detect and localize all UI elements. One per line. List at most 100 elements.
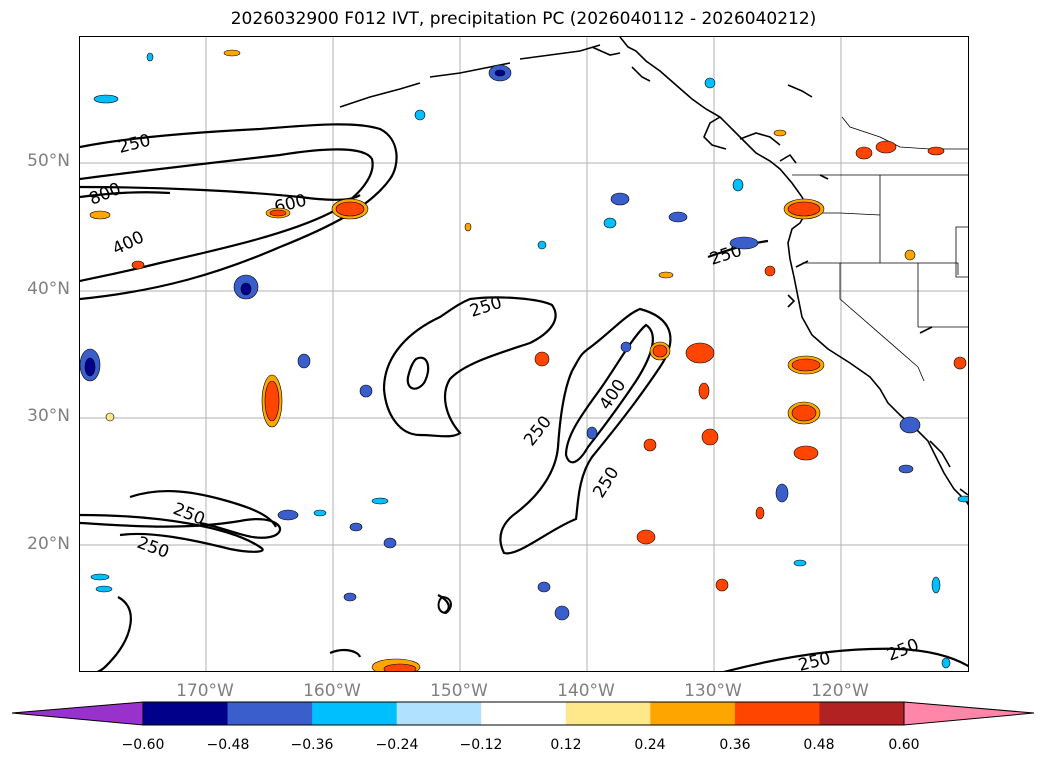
ivt-250-southwest-lower — [80, 513, 264, 553]
precip-blob-neg — [775, 483, 789, 503]
colorbar-tick: 0.36 — [719, 737, 751, 753]
precip-blob-neg — [620, 341, 632, 353]
ivt-250-southwest — [80, 489, 281, 539]
precip-blob-pos — [131, 260, 145, 270]
precip-blob-neg — [537, 240, 547, 250]
precip-blob-pos — [636, 529, 656, 545]
colorbar-extend-max — [904, 702, 1034, 725]
precip-blob-pos — [685, 342, 715, 364]
precip-blob-neg — [898, 464, 914, 474]
colorbar-tick: 0.48 — [803, 737, 835, 753]
precip-blob-pos — [658, 271, 674, 279]
contour-label: 400 — [596, 376, 631, 414]
contour-label: 250 — [796, 649, 832, 672]
precip-blob-neg — [371, 497, 389, 505]
ivt-250-loop-small — [406, 356, 430, 390]
precip-blob-neg — [610, 192, 630, 206]
precip-blob-neg — [95, 585, 113, 593]
ivt-250-stray-a — [96, 596, 132, 671]
colorbar-extend-min — [12, 702, 143, 725]
precip-blob-neg — [603, 217, 617, 229]
map-canvas: 250 800 400 600 250 250 250 400 250 250 … — [80, 37, 968, 672]
precip-blob-neg — [704, 77, 716, 89]
contour-label: 250 — [170, 499, 208, 530]
precip-blob-pos — [715, 578, 729, 592]
contour-label: 250 — [589, 464, 623, 502]
political-borders — [792, 116, 968, 382]
contour-label: 250 — [884, 635, 922, 666]
map-panel[interactable]: 250 800 400 600 250 250 250 400 250 250 … — [79, 36, 969, 672]
colorbar-tick: −0.36 — [290, 737, 334, 753]
precip-blob-neg — [554, 605, 570, 621]
ivt-400-band — [564, 323, 654, 464]
colorbar-segment — [650, 702, 736, 725]
precip-positive-anomalies — [89, 49, 967, 671]
lat-label-20n: 20°N — [27, 534, 70, 554]
precip-blob-neg — [343, 592, 357, 602]
lon-label-140w: 140°W — [557, 681, 615, 701]
ivt-250-band — [499, 307, 672, 555]
colorbar-tick: −0.24 — [375, 737, 419, 753]
colorbar-segment — [819, 702, 905, 725]
ivt-250-bottom — [723, 647, 968, 671]
precip-negative-anomalies — [80, 52, 968, 669]
colorbar-segment — [396, 702, 482, 725]
colorbar-outline-right — [903, 701, 1035, 726]
colorbar-tick: 0.12 — [550, 737, 582, 753]
colorbar-segment — [312, 702, 398, 725]
precip-blob-neg — [297, 353, 311, 369]
contour-label: 800 — [86, 179, 124, 210]
colorbar-tick: −0.60 — [121, 737, 165, 753]
precip-blob-pos — [793, 445, 819, 461]
ivt-800-north-jet — [80, 191, 171, 199]
ivt-400-north-jet — [80, 148, 374, 283]
precip-blob-pos — [953, 356, 967, 370]
ivt-250-loop-mid — [382, 296, 557, 438]
ivt-250-north-jet — [80, 123, 398, 301]
ivt-250-stray-c — [437, 594, 450, 614]
precip-blob-neg — [277, 509, 299, 521]
lat-label-40n: 40°N — [27, 279, 70, 299]
precip-blob-neg — [586, 426, 598, 440]
precip-blob-neg — [729, 236, 759, 250]
ivt-250-stray-b — [329, 648, 362, 658]
colorbar-tick: −0.48 — [206, 737, 250, 753]
ivt-600-north-jet — [80, 185, 361, 201]
precip-blob-neg — [383, 537, 397, 549]
colorbar-segment — [227, 702, 313, 725]
precip-blob-neg — [668, 211, 688, 223]
lat-label-30n: 30°N — [27, 406, 70, 426]
precip-blob-neg — [957, 495, 968, 503]
precip-blob-neg — [93, 94, 119, 104]
lon-label-150w: 150°W — [430, 681, 488, 701]
precip-blob-pos — [927, 146, 945, 156]
colorbar-segment — [734, 702, 820, 725]
precip-blob-neg — [732, 178, 744, 192]
colorbar-tick: −0.12 — [459, 737, 503, 753]
precip-blob-pos — [464, 222, 472, 232]
precip-blob-pos — [89, 210, 111, 220]
precip-blob-pos — [701, 428, 719, 446]
precip-blob-pos — [755, 506, 765, 520]
precip-blob-neg — [349, 522, 363, 532]
contour-label: 400 — [109, 227, 147, 259]
precip-blob-neg — [941, 657, 951, 669]
precip-blob-pos — [534, 351, 550, 367]
precip-blob-neg — [414, 109, 426, 121]
precip-blob-pos — [223, 49, 241, 57]
precip-blob-pos — [643, 438, 657, 452]
colorbar-segments — [12, 702, 1034, 725]
precip-blob-neg — [793, 559, 807, 567]
colorbar — [11, 701, 1035, 726]
contour-label: 250 — [467, 293, 504, 322]
colorbar-segment — [481, 702, 567, 725]
precip-blob-neg — [931, 576, 941, 594]
contour-label: 250 — [116, 131, 152, 158]
map-title: 2026032900 F012 IVT, precipitation PC (2… — [230, 9, 817, 29]
lat-label-50n: 50°N — [27, 151, 70, 171]
lon-label-120w: 120°W — [811, 681, 869, 701]
precip-blob-neg — [146, 52, 154, 62]
precip-blob-neg — [90, 573, 110, 581]
colorbar-tick: 0.24 — [634, 737, 666, 753]
precip-blob-pos — [855, 146, 873, 160]
